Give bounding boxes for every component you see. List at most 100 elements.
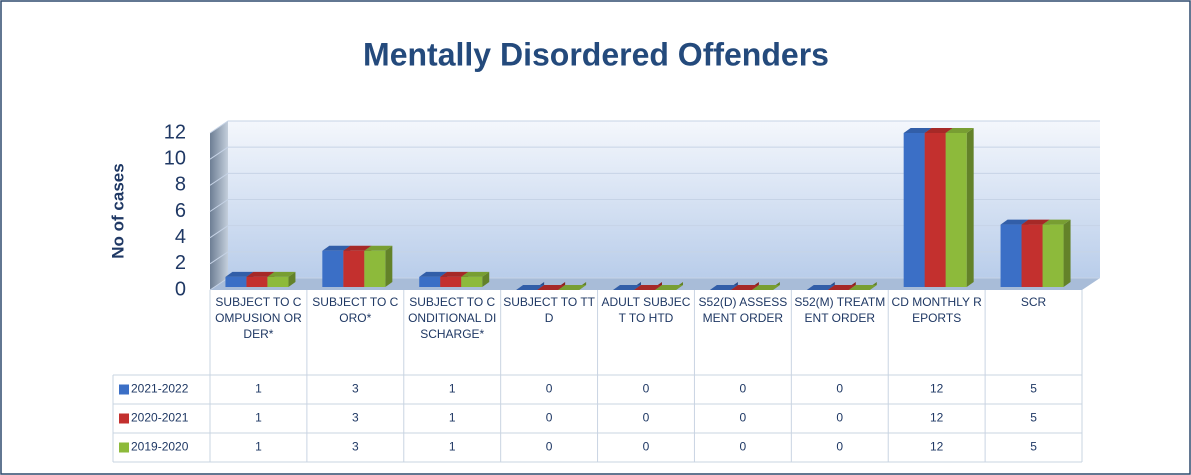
data-label: 0 [836, 440, 843, 454]
bar [537, 282, 566, 290]
data-label: 0 [836, 382, 843, 396]
bar [364, 245, 393, 287]
data-label: 0 [546, 411, 553, 425]
bar-front [343, 250, 365, 287]
grid-line [209, 225, 1100, 239]
bar-top [537, 285, 566, 290]
legend-key [119, 413, 129, 424]
legend-label: 2020-2021 [131, 411, 189, 425]
grid-line [209, 172, 1100, 186]
bar-side [482, 271, 490, 287]
x-tick-label: SCR [1020, 295, 1047, 309]
y-tick-label: 10 [164, 147, 186, 169]
y-tick-label: 6 [175, 200, 186, 222]
bar [848, 282, 877, 290]
y-axis-label: No of cases [108, 163, 127, 258]
grid-line [209, 146, 1100, 160]
x-tick-label: SUBJECT TO CORO* [312, 295, 399, 325]
y-tick-label: 8 [175, 174, 186, 196]
bar-front [1000, 224, 1022, 287]
legend-key [119, 442, 129, 453]
bar-front [945, 133, 967, 287]
bar-front [322, 250, 344, 287]
bar-top [848, 285, 877, 290]
bar-top [225, 271, 254, 277]
data-label: 0 [740, 411, 747, 425]
data-label: 3 [352, 440, 359, 454]
data-label: 0 [740, 440, 747, 454]
bar-top [440, 271, 469, 277]
bar-front [924, 133, 946, 287]
bar-side [288, 271, 296, 287]
bar-top [1042, 219, 1071, 225]
bar [945, 128, 974, 287]
bar-front [246, 276, 268, 287]
data-label: 0 [643, 440, 650, 454]
data-label: 12 [930, 411, 944, 425]
bar [613, 282, 641, 290]
grid-line [209, 199, 1100, 212]
bar-top [364, 245, 393, 251]
bar-top [613, 285, 641, 290]
category-cell: SUBJECT TO TTD [503, 295, 595, 325]
bar-top [419, 271, 448, 277]
x-tick-label: SUBJECT TO TTD [503, 295, 595, 325]
bar [655, 282, 683, 290]
bar [516, 282, 545, 290]
bar-top [322, 245, 351, 251]
data-label: 3 [352, 382, 359, 396]
data-label: 0 [740, 382, 747, 396]
category-cell: SUBJECT TO COMPUSION ORDER* [215, 295, 302, 341]
data-label: 1 [449, 440, 456, 454]
bar-front [364, 250, 386, 287]
x-tick-label: S52(M) TREATMENT ORDER [794, 295, 886, 325]
bar [558, 282, 587, 290]
bar [751, 282, 780, 290]
bar-top [903, 128, 932, 133]
bar-top [751, 285, 780, 290]
x-tick-label: ADULT SUBJECT TO HTD [601, 295, 691, 325]
bar-top [246, 271, 275, 277]
category-cell: S52(D) ASSESSMENT ORDER [698, 295, 788, 325]
data-label: 1 [449, 382, 456, 396]
bar-top [730, 285, 759, 290]
legend-label: 2019-2020 [131, 440, 189, 454]
data-label: 5 [1030, 382, 1037, 396]
grid-line [209, 120, 1100, 134]
bar [827, 282, 856, 290]
data-label: 5 [1030, 411, 1037, 425]
y-tick-label: 12 [164, 121, 186, 143]
bar-top [945, 128, 974, 133]
bar-top [634, 285, 662, 290]
bar [709, 282, 738, 290]
category-cell: ADULT SUBJECT TO HTD [601, 295, 691, 325]
bar-top [343, 245, 372, 251]
bar-top [516, 285, 545, 290]
bar-top [1000, 219, 1029, 225]
bar-front [225, 276, 247, 287]
bar-top [924, 128, 953, 133]
bar [461, 271, 490, 287]
chart-title: Mentally Disordered Offenders [363, 36, 829, 72]
data-label: 0 [643, 382, 650, 396]
data-label: 12 [930, 440, 944, 454]
data-label: 3 [352, 411, 359, 425]
category-cell: SUBJECT TO CORO* [312, 295, 399, 325]
data-label: 0 [643, 411, 650, 425]
bar-side [1063, 219, 1071, 287]
bar-front [461, 276, 483, 287]
category-cell: S52(M) TREATMENT ORDER [794, 295, 886, 325]
category-cell: SCR [1020, 295, 1047, 309]
bar [634, 282, 662, 290]
bar-front [903, 133, 925, 287]
data-label: 0 [836, 411, 843, 425]
x-tick-label: SUBJECT TO COMPUSION ORDER* [215, 295, 302, 341]
data-label: 1 [255, 382, 262, 396]
data-label: 1 [255, 440, 262, 454]
bar-top [655, 285, 683, 290]
x-tick-label: S52(D) ASSESSMENT ORDER [698, 295, 788, 325]
data-label: 1 [449, 411, 456, 425]
bar-top [267, 271, 296, 277]
data-label: 0 [546, 440, 553, 454]
